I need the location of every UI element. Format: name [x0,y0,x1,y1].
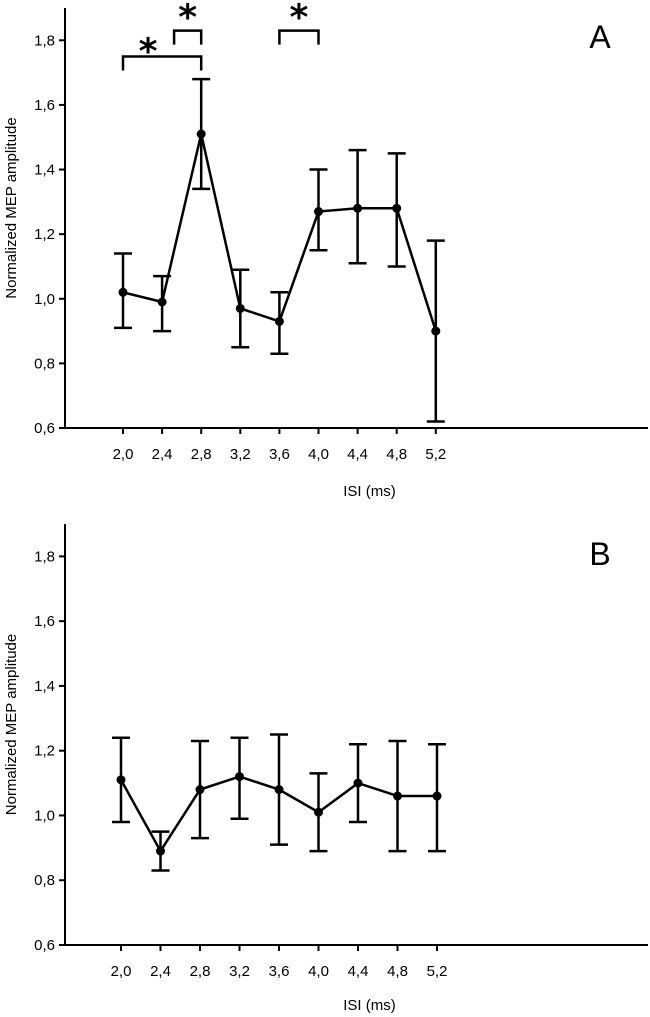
significance-star: * [178,0,197,39]
x-tick-label: 4,8 [387,963,408,980]
panel-letter: B [589,536,610,572]
data-point [157,297,167,307]
x-axis-title: ISI (ms) [343,997,396,1014]
data-point [116,775,126,785]
significance-star: * [139,31,158,72]
x-tick-label: 4,4 [348,963,369,980]
x-tick-label: 4,0 [308,963,329,980]
y-tick-label: 1,0 [34,291,55,308]
significance-bracket [121,55,203,71]
x-tick-label: 2,0 [111,963,132,980]
x-tick-label: 4,4 [347,446,368,463]
y-tick-label: 1,2 [34,743,55,760]
x-axis-title: ISI (ms) [343,483,396,500]
data-point [274,785,284,795]
data-point [392,203,402,213]
data-point [195,785,205,795]
x-tick-label: 3,2 [229,963,250,980]
x-tick-label: 2,0 [113,446,134,463]
x-tick-label: 3,6 [269,446,290,463]
panel-letter: A [589,19,611,55]
y-tick-label: 0,6 [34,937,55,954]
data-point [353,203,363,213]
x-tick-label: 2,4 [150,963,171,980]
x-tick-label: 2,8 [191,446,212,463]
data-point [432,791,442,801]
significance-bracket [278,29,320,45]
y-tick-label: 0,8 [34,355,55,372]
x-tick-label: 2,4 [152,446,173,463]
data-point [314,807,323,817]
x-tick-label: 3,6 [269,963,290,980]
x-tick-label: 5,2 [427,963,448,980]
y-tick-label: 1,4 [34,678,55,695]
y-axis-title: Normalized MEP amplitude [3,634,20,815]
data-point [274,316,284,326]
y-tick-label: 1,0 [34,807,55,824]
x-tick-label: 5,2 [425,446,446,463]
data-point [431,326,441,336]
panel-a: 0,6 0,8 1,0 1,2 1,4 1,6 1,8 2,0 2,4 2,8 3,2 3,6 4,0 4… [3,0,648,500]
data-point [196,129,206,139]
data-point [393,791,402,801]
y-axis-title: Normalized MEP amplitude [3,117,20,298]
data-point [235,303,245,313]
x-tick-label: 4,0 [308,446,329,463]
y-tick-label: 0,6 [34,420,55,437]
y-tick-label: 1,6 [34,613,55,630]
y-tick-label: 1,4 [34,162,55,179]
y-tick-label: 0,8 [34,872,55,889]
y-tick-label: 1,6 [34,97,55,114]
data-point [235,772,244,782]
data-point [353,778,363,788]
y-tick-label: 1,8 [34,548,55,565]
data-point [118,287,128,297]
data-point [314,207,323,217]
x-tick-label: 4,8 [386,446,407,463]
x-tick-label: 3,2 [230,446,251,463]
x-tick-label: 2,8 [190,963,211,980]
significance-bracket [172,29,203,45]
panel-b: 0,6 0,8 1,0 1,2 1,4 1,6 1,8 2,0 2,4 2,8 3,2 3,6 4,0 4… [3,524,648,1014]
data-point [156,846,165,856]
y-tick-label: 1,2 [34,226,55,243]
y-tick-label: 1,8 [34,32,55,49]
significance-star: * [290,0,309,39]
